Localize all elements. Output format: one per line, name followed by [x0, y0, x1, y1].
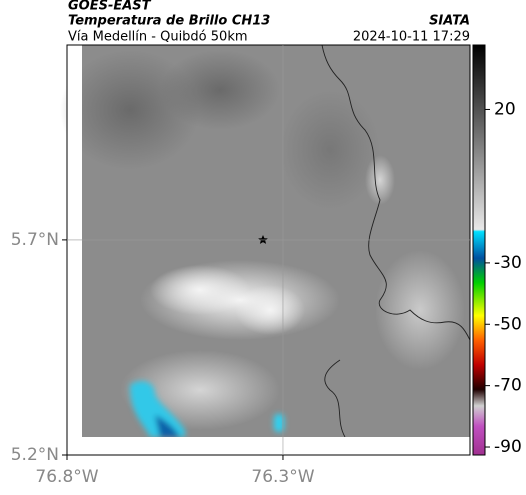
- timestamp: 2024-10-11 17:29: [353, 30, 470, 45]
- area: Vía Medellín - Quibdó 50km: [68, 30, 248, 45]
- colorbar-tick-label: -90: [494, 437, 522, 457]
- location-marker: [258, 235, 268, 244]
- colorbar-tick-label: -50: [494, 314, 522, 334]
- subtitle: Temperatura de Brillo CH13: [68, 14, 270, 29]
- colorbar-tick-label: -70: [494, 376, 522, 396]
- colorbar: [472, 44, 486, 456]
- y-tick-label: 5.7°N: [11, 230, 59, 250]
- x-tick-label: 76.8°W: [35, 467, 98, 487]
- x-tick-label: 76.3°W: [251, 467, 314, 487]
- map-frame: [66, 44, 471, 456]
- colorbar-tick-label: 20: [494, 99, 516, 119]
- source: SIATA: [429, 14, 470, 29]
- y-tick-label: 5.2°N: [11, 445, 59, 465]
- satellite-image: [60, 44, 471, 455]
- colorbar-tick-label: -30: [494, 253, 522, 273]
- title: GOES-EAST: [68, 0, 152, 14]
